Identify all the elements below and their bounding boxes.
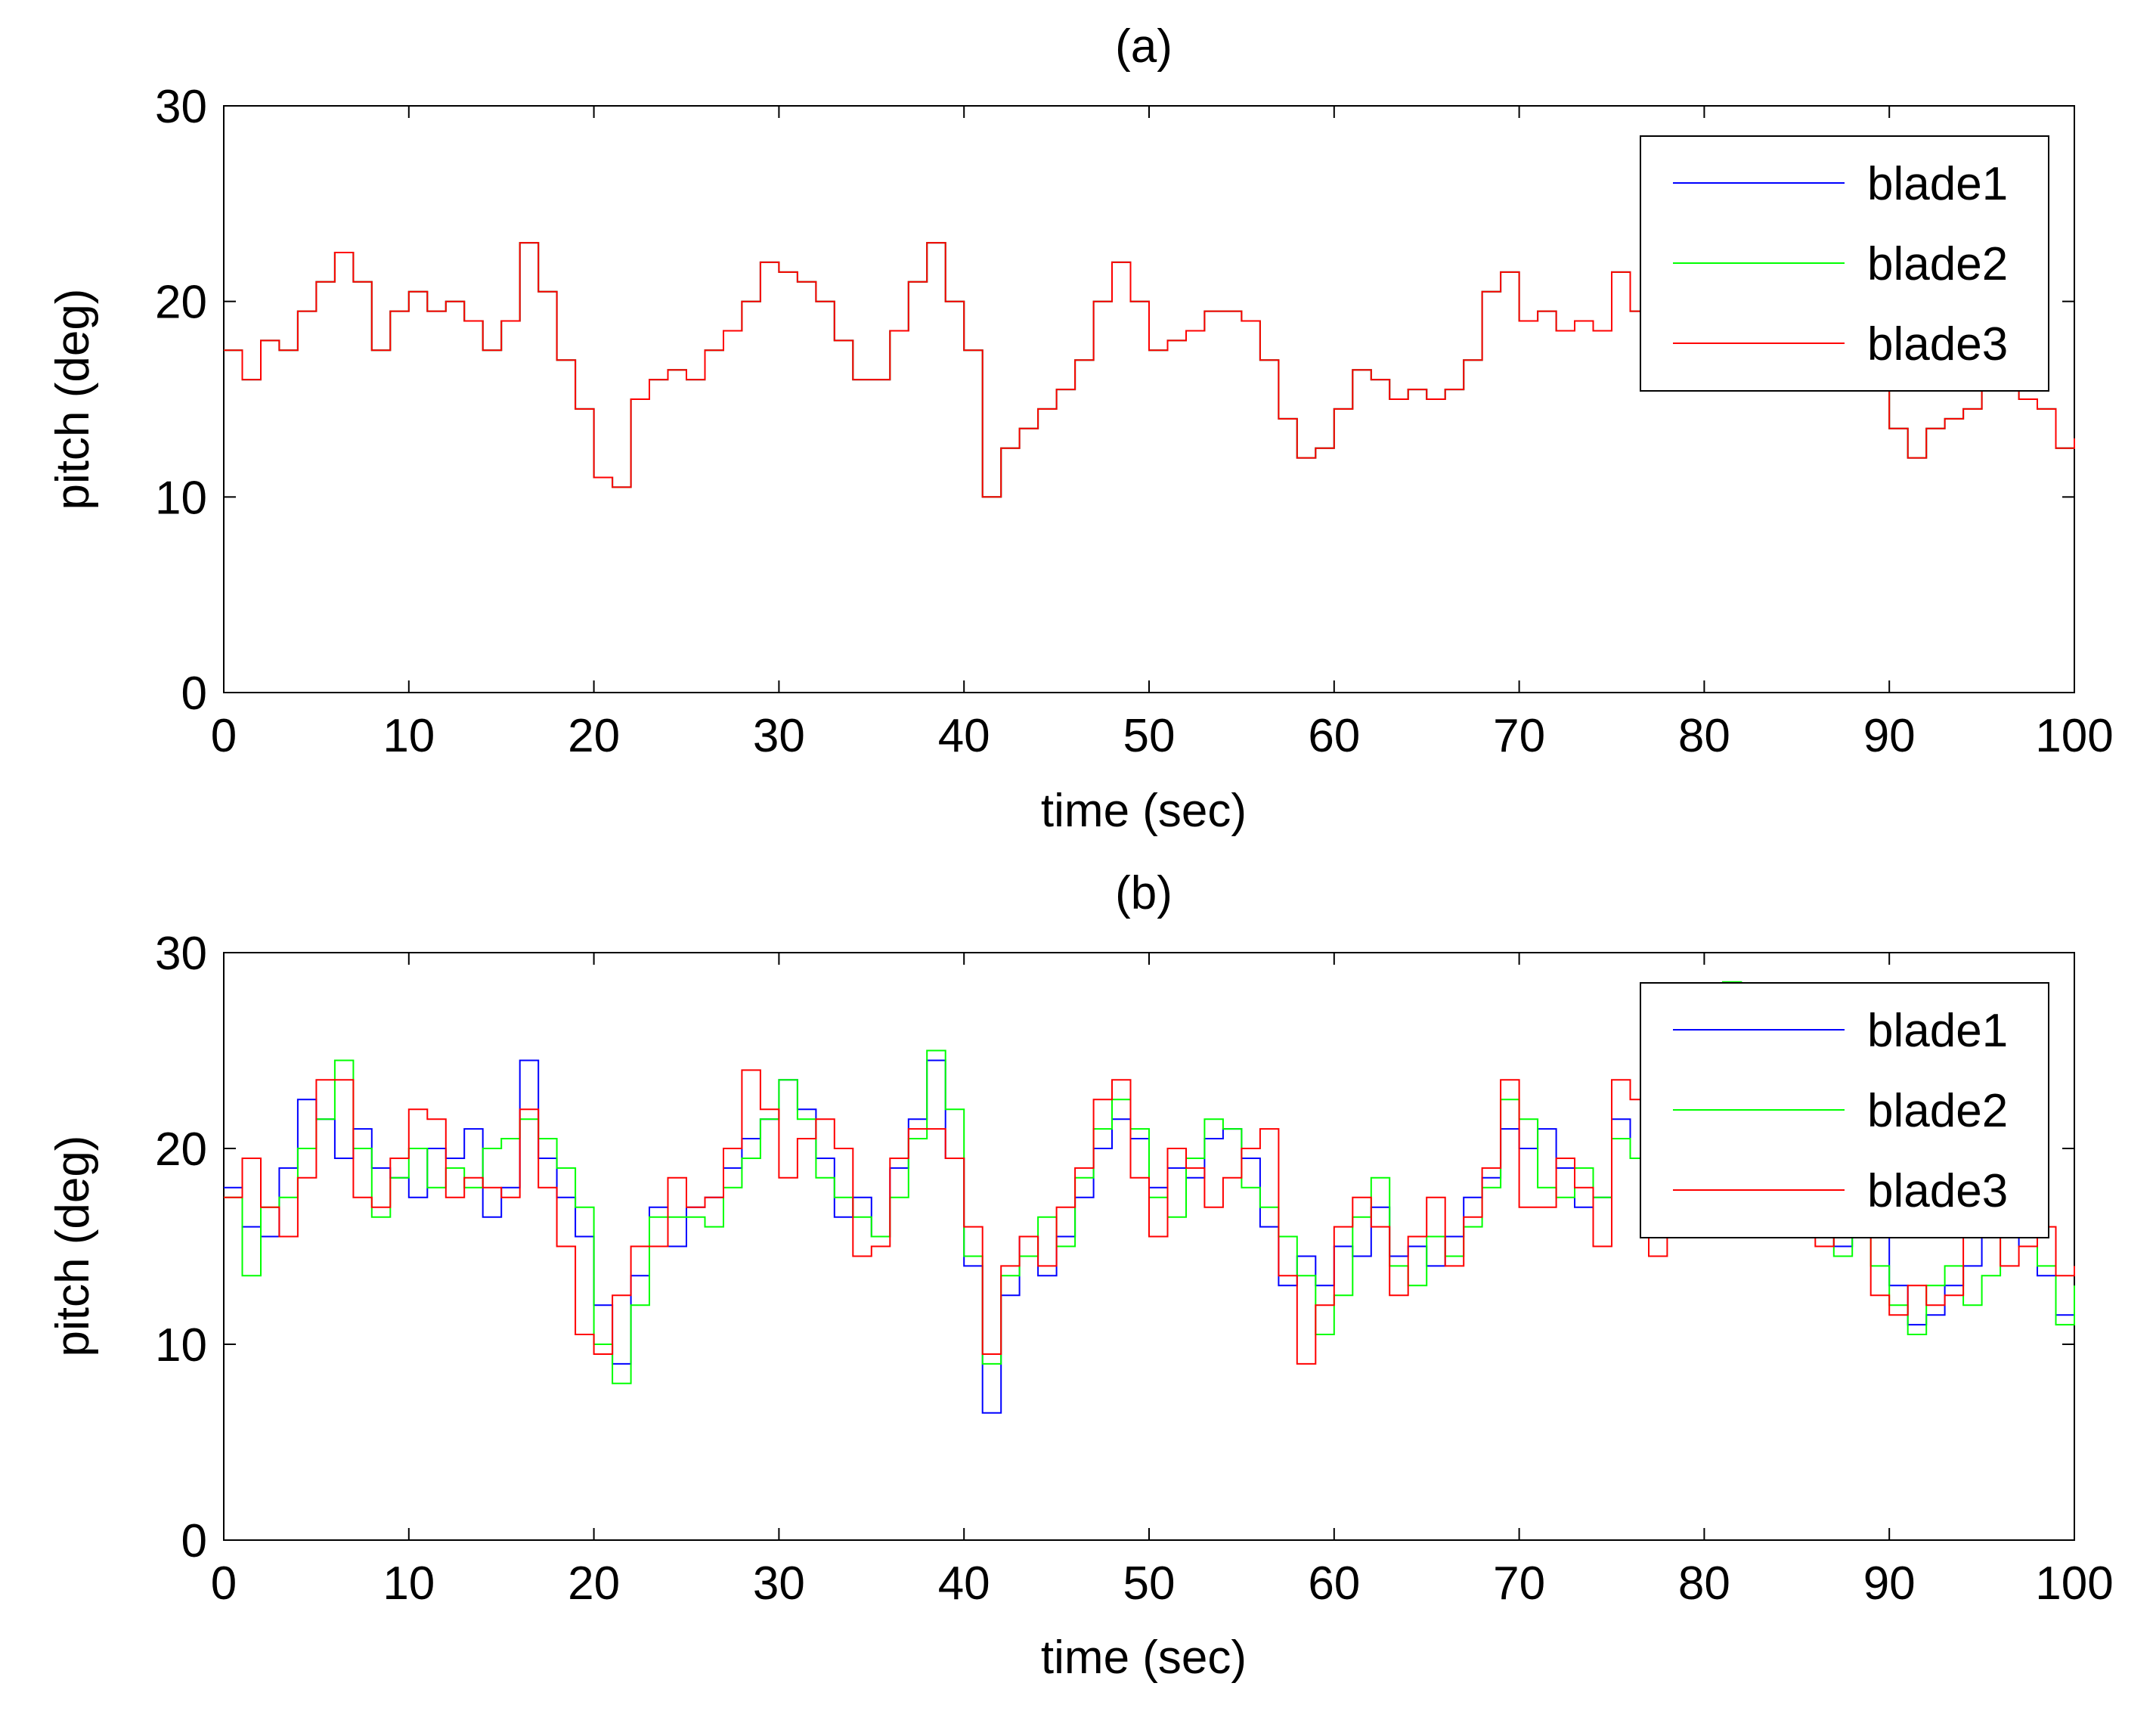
panel-b-xtick-label-100: 100 xyxy=(2035,1557,2113,1610)
panel-b-xtick-label-0: 0 xyxy=(211,1557,237,1610)
panel-b-xtick-label-80: 80 xyxy=(1678,1557,1730,1610)
panel-b-ytick-label-0: 0 xyxy=(181,1515,207,1567)
panel-a-xtick-label-60: 60 xyxy=(1308,710,1360,762)
panel-a-xtick-label-100: 100 xyxy=(2035,710,2113,762)
panel-b-xlabel: time (sec) xyxy=(1041,1632,1247,1684)
panel-b-xtick-label-20: 20 xyxy=(568,1557,620,1610)
panel-b-title: (b) xyxy=(1115,867,1172,919)
panel-a-legend: blade1 blade2 blade3 xyxy=(1640,135,2049,392)
panel-a-xtick-label-90: 90 xyxy=(1863,710,1916,762)
panel-a-xlabel: time (sec) xyxy=(1041,785,1247,837)
panel-b-legend: blade1 blade2 blade3 xyxy=(1640,982,2049,1238)
panel-a-ytick-label-10: 10 xyxy=(155,472,207,524)
panel-a-xtick-label-10: 10 xyxy=(383,710,435,762)
panel-a-xtick-label-30: 30 xyxy=(753,710,805,762)
panel-a-xtick-label-20: 20 xyxy=(568,710,620,762)
panel-b: (b) 0 10 20 30 40 50 60 70 80 90 100 0 10 20 30 blade1… xyxy=(47,867,2114,1684)
panel-a-xtick-label-0: 0 xyxy=(211,710,237,762)
panel-a-ytick-label-20: 20 xyxy=(155,277,207,329)
panel-b-ylabel: pitch (deg) xyxy=(47,1136,99,1357)
panel-b-xtick-label-40: 40 xyxy=(938,1557,990,1610)
panel-a-xtick-label-70: 70 xyxy=(1493,710,1545,762)
panel-b-xtick-label-10: 10 xyxy=(383,1557,435,1610)
panel-a-xtick-label-40: 40 xyxy=(938,710,990,762)
panel-b-xtick-label-90: 90 xyxy=(1863,1557,1916,1610)
panel-a-legend-label-blade3: blade3 xyxy=(1867,318,2008,370)
panel-a-xtick-label-80: 80 xyxy=(1678,710,1730,762)
panel-b-ytick-label-30: 30 xyxy=(155,928,207,980)
panel-b-xtick-label-50: 50 xyxy=(1123,1557,1176,1610)
panel-b-legend-label-blade1: blade1 xyxy=(1867,1005,2008,1057)
panel-b-legend-label-blade3: blade3 xyxy=(1867,1165,2008,1217)
panel-a: (a) 0 10 20 30 40 50 60 70 80 90 100 0 10 20 30 blade1… xyxy=(47,20,2114,837)
panel-a-ylabel: pitch (deg) xyxy=(47,289,99,510)
panel-a-ytick-label-30: 30 xyxy=(155,81,207,133)
panel-b-xtick-label-70: 70 xyxy=(1493,1557,1545,1610)
panel-a-xtick-label-50: 50 xyxy=(1123,710,1176,762)
panel-a-ticks: 0 10 20 30 40 50 60 70 80 90 100 0 10 20 30 xyxy=(155,81,2114,762)
panel-b-ytick-label-20: 20 xyxy=(155,1124,207,1176)
panel-b-legend-label-blade2: blade2 xyxy=(1867,1085,2008,1137)
panel-a-legend-label-blade2: blade2 xyxy=(1867,238,2008,290)
panel-a-legend-label-blade1: blade1 xyxy=(1867,158,2008,210)
panel-b-xtick-label-60: 60 xyxy=(1308,1557,1360,1610)
panel-a-title: (a) xyxy=(1115,20,1172,73)
panel-b-ytick-label-10: 10 xyxy=(155,1319,207,1372)
panel-b-xtick-label-30: 30 xyxy=(753,1557,805,1610)
panel-a-ytick-label-0: 0 xyxy=(181,668,207,720)
panel-b-ticks: 0 10 20 30 40 50 60 70 80 90 100 0 10 20 30 xyxy=(155,928,2114,1610)
